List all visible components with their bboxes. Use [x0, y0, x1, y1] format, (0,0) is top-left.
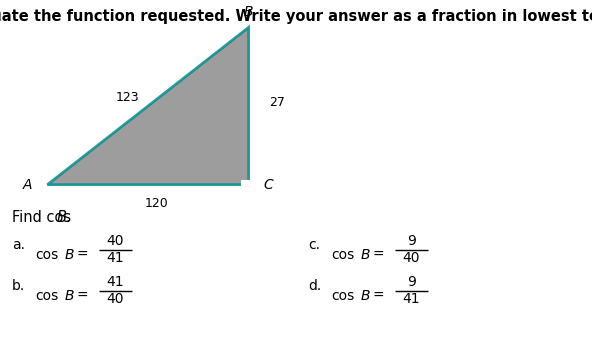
Text: d.: d. — [308, 279, 321, 292]
Text: 120: 120 — [145, 197, 169, 210]
Text: =: = — [373, 248, 385, 262]
Text: 41: 41 — [107, 275, 124, 289]
Bar — [241, 180, 249, 185]
Polygon shape — [47, 27, 249, 185]
Text: A: A — [23, 178, 33, 192]
Text: =: = — [77, 289, 89, 303]
Text: cos: cos — [332, 289, 355, 303]
Text: 40: 40 — [403, 251, 420, 265]
Text: B: B — [361, 248, 371, 262]
Text: 41: 41 — [403, 292, 420, 306]
Text: 123: 123 — [115, 91, 139, 104]
Text: B: B — [361, 289, 371, 303]
Text: B: B — [65, 248, 75, 262]
Text: cos: cos — [36, 248, 59, 262]
Text: =: = — [373, 289, 385, 303]
Text: 41: 41 — [107, 251, 124, 265]
Text: Find cos: Find cos — [12, 210, 76, 225]
Text: 9: 9 — [407, 234, 416, 248]
Text: B: B — [244, 5, 253, 19]
Text: B: B — [56, 210, 66, 225]
Text: a.: a. — [12, 238, 25, 251]
Text: B: B — [65, 289, 75, 303]
Text: c.: c. — [308, 238, 320, 251]
Text: =: = — [77, 248, 89, 262]
Text: b.: b. — [12, 279, 25, 292]
Text: cos: cos — [332, 248, 355, 262]
Text: 40: 40 — [107, 234, 124, 248]
Text: Evaluate the function requested. Write your answer as a fraction in lowest terms: Evaluate the function requested. Write y… — [0, 9, 592, 24]
Text: C: C — [263, 178, 273, 192]
Text: 27: 27 — [269, 96, 285, 109]
Text: 40: 40 — [107, 292, 124, 306]
Text: 9: 9 — [407, 275, 416, 289]
Text: cos: cos — [36, 289, 59, 303]
Text: .: . — [66, 210, 70, 225]
